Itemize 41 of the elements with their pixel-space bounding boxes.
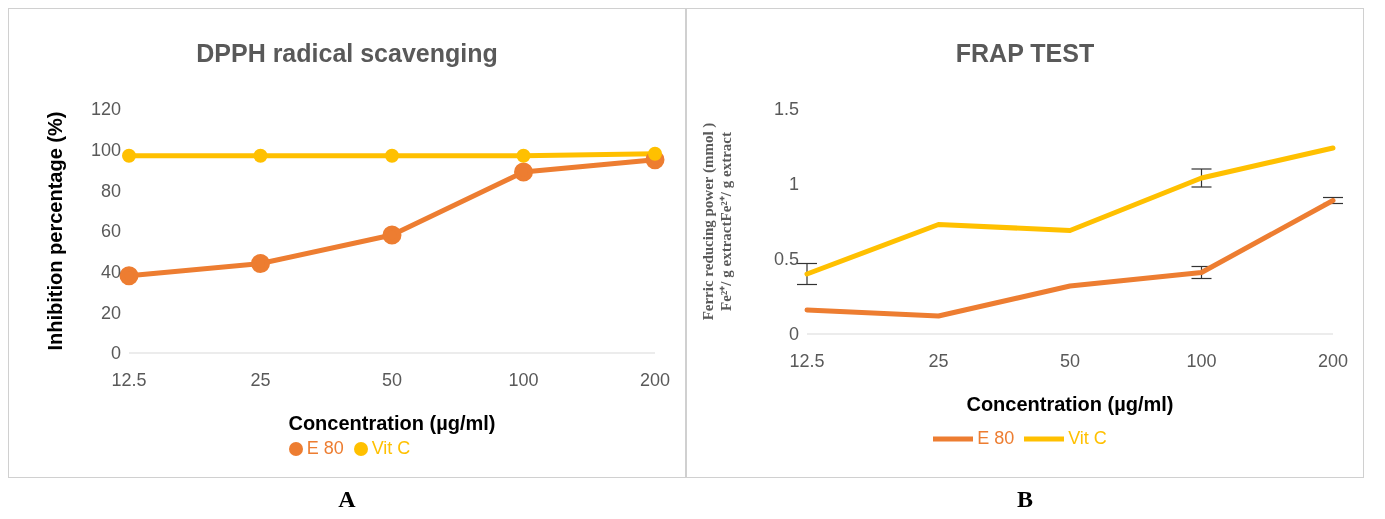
y-tick-label: 80 <box>100 180 121 201</box>
legend-label: Vit C <box>371 438 411 458</box>
point <box>385 148 399 163</box>
y-tick-label: 40 <box>100 262 121 283</box>
y-tick-label: 0 <box>110 343 121 364</box>
y-tick-label: 0.5 <box>773 249 799 270</box>
y-axis-title: Inhibition percentage (%) <box>44 111 66 351</box>
y-tick-label: 1 <box>788 174 799 195</box>
y-tick-label: 0 <box>788 324 799 345</box>
point <box>514 162 533 182</box>
x-tick-label: 25 <box>250 369 271 390</box>
y-axis-title: Ferric reducing power (mmol ) Fe²⁺/ g extractFe²⁺/ g extract <box>700 122 734 321</box>
legend-label: E 80 <box>306 438 344 458</box>
chart-title: DPPH radical scavenging <box>195 39 499 68</box>
point <box>382 225 402 245</box>
x-axis-title: Concentration (µg/ml) <box>966 393 1174 415</box>
legend-label: Vit C <box>1068 427 1107 448</box>
y-tick-label: 1.5 <box>773 99 799 120</box>
point <box>253 148 268 163</box>
y-tick-label: 100 <box>90 140 121 161</box>
point <box>516 148 531 163</box>
point <box>122 148 136 163</box>
x-tick-label: 200 <box>639 369 671 390</box>
x-tick-label: 50 <box>1059 350 1081 371</box>
y-tick-label: 60 <box>100 221 121 242</box>
x-tick-label: 25 <box>928 350 949 371</box>
x-tick-label: 100 <box>508 369 539 390</box>
x-tick-label: 100 <box>1186 350 1217 371</box>
x-tick-label: 200 <box>1317 350 1349 371</box>
text: B <box>1016 486 1034 513</box>
legend-label: E 80 <box>977 427 1015 448</box>
y-tick-label: 20 <box>100 302 121 323</box>
chart-title: FRAP TEST <box>954 39 1096 68</box>
text: A <box>337 486 357 513</box>
y-tick-label: 120 <box>90 99 121 120</box>
x-axis-title: Concentration (µg/ml) <box>288 412 496 434</box>
x-tick-label: 12.5 <box>789 350 825 371</box>
x-tick-label: 50 <box>381 369 403 390</box>
point <box>251 254 270 274</box>
point <box>119 266 139 286</box>
x-tick-label: 12.5 <box>111 369 147 390</box>
